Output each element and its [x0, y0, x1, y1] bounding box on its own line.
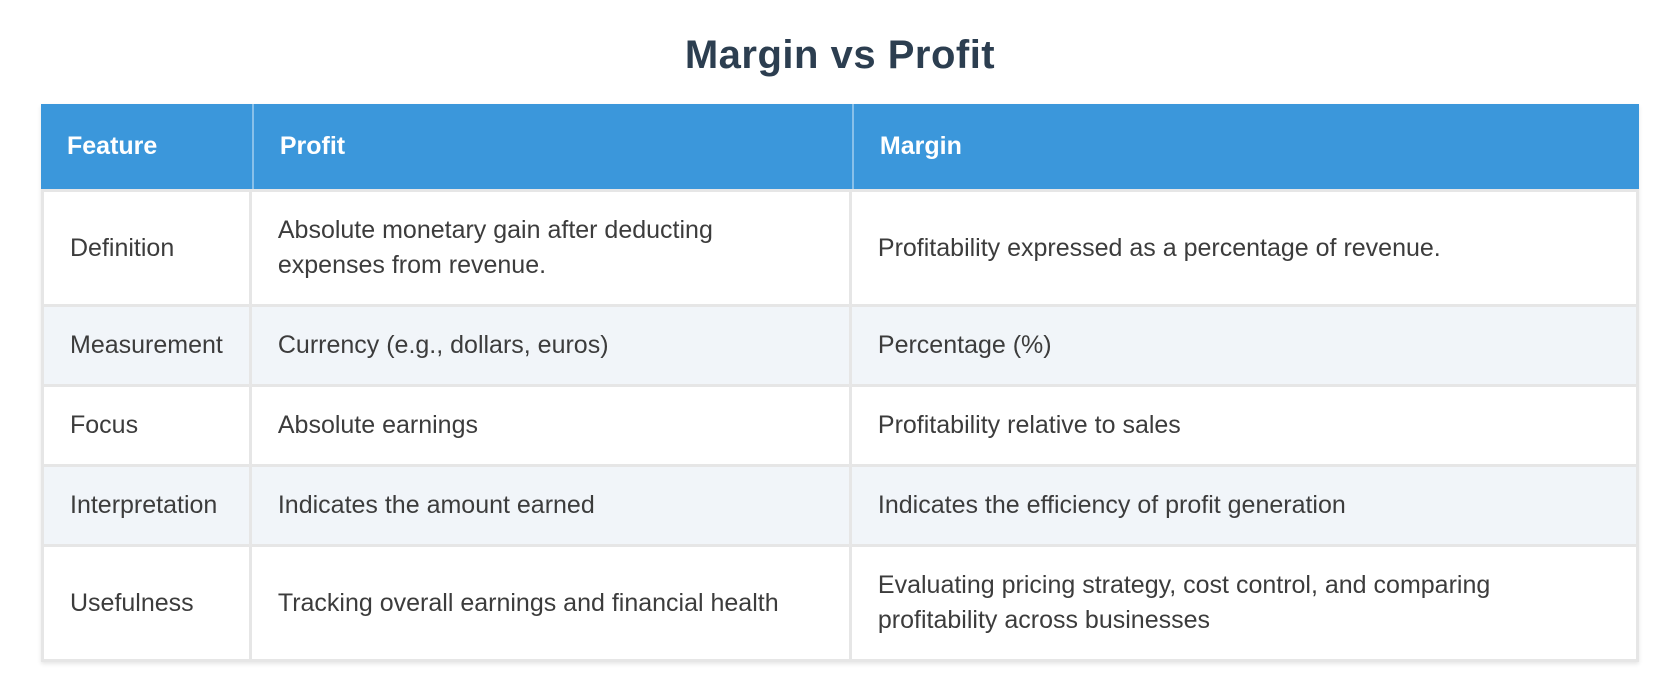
column-header-profit: Profit — [251, 104, 852, 189]
table-body: Definition Absolute monetary gain after … — [41, 189, 1639, 662]
table-row: Interpretation Indicates the amount earn… — [41, 464, 1639, 544]
cell-margin: Profitability expressed as a percentage … — [851, 189, 1639, 304]
table-row: Definition Absolute monetary gain after … — [41, 189, 1639, 304]
column-header-margin: Margin — [851, 104, 1639, 189]
cell-profit: Absolute earnings — [251, 384, 852, 464]
cell-margin: Percentage (%) — [851, 304, 1639, 384]
page-title: Margin vs Profit — [684, 33, 996, 77]
cell-feature: Measurement — [41, 304, 252, 384]
table-row: Usefulness Tracking overall earnings and… — [41, 544, 1639, 662]
cell-profit: Currency (e.g., dollars, euros) — [251, 304, 852, 384]
cell-margin: Evaluating pricing strategy, cost contro… — [851, 544, 1639, 662]
cell-margin: Indicates the efficiency of profit gener… — [851, 464, 1639, 544]
cell-feature: Definition — [41, 189, 252, 304]
cell-profit: Indicates the amount earned — [251, 464, 852, 544]
table-row: Focus Absolute earnings Profitability re… — [41, 384, 1639, 464]
column-header-feature: Feature — [41, 104, 252, 189]
header-row: Feature Profit Margin — [41, 104, 1639, 189]
table-header: Feature Profit Margin — [41, 104, 1639, 189]
cell-feature: Interpretation — [41, 464, 252, 544]
cell-margin: Profitability relative to sales — [851, 384, 1639, 464]
cell-feature: Usefulness — [41, 544, 252, 662]
table-row: Measurement Currency (e.g., dollars, eur… — [41, 304, 1639, 384]
cell-feature: Focus — [41, 384, 252, 464]
cell-profit: Absolute monetary gain after deducting e… — [251, 189, 852, 304]
comparison-table: Feature Profit Margin Definition Absolut… — [41, 104, 1639, 662]
cell-profit: Tracking overall earnings and financial … — [251, 544, 852, 662]
